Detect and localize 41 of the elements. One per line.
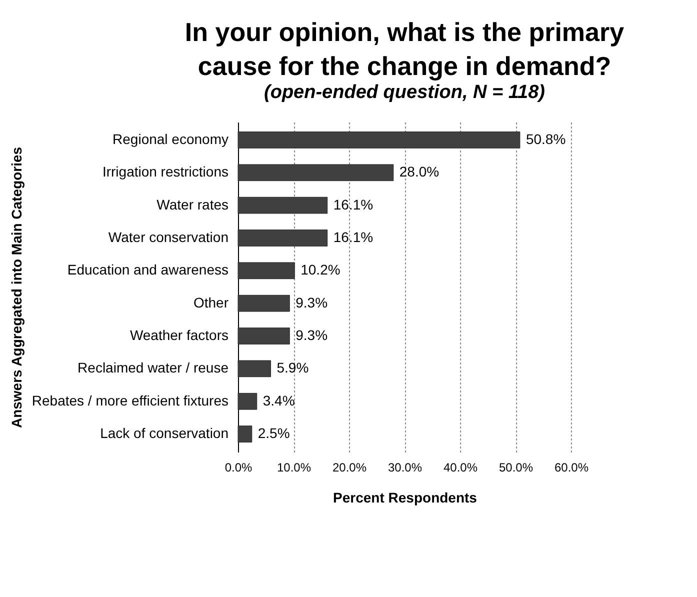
y-axis-title: Answers Aggregated into Main Categories bbox=[8, 146, 24, 428]
y-tick-label: Rebates / more efficient fixtures bbox=[32, 392, 228, 408]
data-label: 10.2% bbox=[300, 262, 340, 278]
x-tick-label: 0.0% bbox=[224, 460, 252, 474]
data-label: 28.0% bbox=[399, 164, 440, 180]
x-tick-label: 30.0% bbox=[388, 460, 422, 474]
y-tick-label: Lack of conservation bbox=[100, 425, 228, 442]
y-tick-label: Water conservation bbox=[108, 228, 228, 245]
chart-title: In your opinion, what is the primary cause for the change in demand? bbox=[184, 17, 625, 81]
data-label: 3.4% bbox=[262, 392, 295, 408]
bar bbox=[238, 132, 520, 148]
y-tick-label: Reclaimed water / reuse bbox=[78, 360, 229, 376]
y-tick-label: Other bbox=[193, 294, 229, 310]
data-label: 16.1% bbox=[333, 196, 374, 212]
x-tick-label: 50.0% bbox=[498, 460, 534, 474]
data-label: 2.5% bbox=[258, 425, 290, 442]
bar bbox=[238, 262, 295, 280]
bar bbox=[238, 392, 258, 410]
bar bbox=[238, 328, 290, 344]
data-label: 50.8% bbox=[526, 130, 566, 147]
bar bbox=[238, 230, 328, 246]
data-label: 9.3% bbox=[296, 294, 328, 310]
y-tick-label: Weather factors bbox=[130, 327, 228, 344]
bar bbox=[238, 294, 290, 312]
chart-subtitle: (open-ended question, N = 118) bbox=[264, 82, 545, 103]
y-tick-label: Regional economy bbox=[112, 130, 228, 147]
x-tick-label: 10.0% bbox=[276, 460, 312, 474]
y-tick-label: Water rates bbox=[156, 196, 228, 212]
data-label: 16.1% bbox=[333, 228, 374, 245]
bar bbox=[238, 426, 252, 442]
x-tick-label: 40.0% bbox=[443, 460, 478, 474]
bar bbox=[238, 196, 328, 214]
y-tick-label: Education and awareness bbox=[67, 262, 228, 278]
bar bbox=[238, 164, 394, 182]
data-label: 5.9% bbox=[276, 360, 309, 376]
y-tick-label: Irrigation restrictions bbox=[102, 164, 228, 180]
bar bbox=[238, 360, 271, 378]
data-label: 9.3% bbox=[296, 327, 328, 344]
x-tick-label: 60.0% bbox=[554, 460, 589, 474]
x-axis-title: Percent Respondents bbox=[333, 490, 478, 506]
x-tick-label: 20.0% bbox=[332, 460, 367, 474]
